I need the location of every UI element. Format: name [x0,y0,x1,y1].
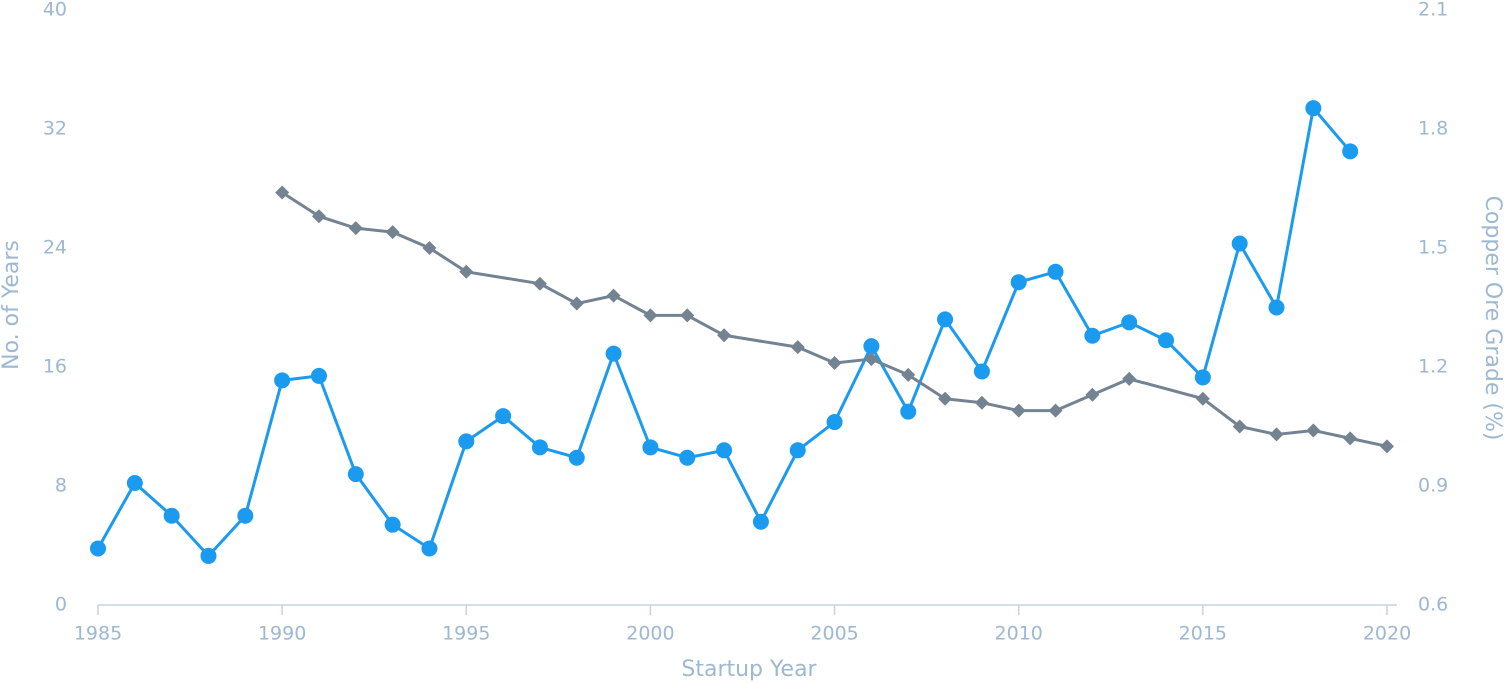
point [532,276,547,291]
point [1085,387,1100,402]
point [605,345,622,362]
point [458,433,475,450]
point [1011,403,1026,418]
point [937,311,954,328]
point [679,449,696,466]
point [1084,327,1101,344]
y-tick-label: 32 [43,118,67,140]
point [1122,371,1137,386]
point [901,367,916,382]
point [1010,274,1027,291]
y2-tick-label: 0.6 [1418,594,1448,616]
point [569,296,584,311]
point [385,225,400,240]
point [459,264,474,279]
series-line [281,191,1388,448]
x-tick-label: 2015 [1179,623,1227,645]
point [1048,403,1063,418]
point [606,288,621,303]
y-axis-title: No. of Years [0,240,24,370]
y2-tick-label: 0.9 [1418,475,1448,497]
point [752,513,769,530]
point [1195,391,1210,406]
point [938,391,953,406]
x-tick-label: 2005 [810,623,858,645]
point [348,221,363,236]
x-tick-label: 2010 [995,623,1043,645]
point [237,507,254,524]
y2-axis-title: Copper Ore Grade (%) [1480,196,1505,441]
y-tick-label: 0 [55,594,67,616]
point [642,439,659,456]
point [974,395,989,410]
point [421,540,438,557]
point [863,338,880,355]
point [826,414,843,431]
y2-tick-label: 1.5 [1418,237,1448,259]
y-tick-label: 40 [43,0,67,21]
point [422,241,437,255]
point [1269,427,1284,442]
point [568,449,585,466]
x-tick-label: 1985 [74,623,122,645]
point [1380,439,1394,454]
x-tick-label: 2020 [1363,623,1411,645]
point [311,209,326,224]
point [1047,263,1064,280]
point [1306,423,1321,438]
point [90,540,106,557]
point [1268,299,1285,316]
point [864,352,879,367]
point [716,442,733,459]
point [1158,332,1175,349]
point [163,507,180,524]
x-axis-title: Startup Year [681,657,817,682]
point [310,367,327,384]
point [347,466,364,483]
point [1194,369,1211,386]
point [900,403,917,420]
point [789,442,806,459]
point [717,328,732,343]
y2-tick-label: 2.1 [1418,0,1448,21]
point [827,356,842,371]
point [1232,419,1247,434]
point [973,363,990,380]
y-tick-label: 24 [43,237,67,259]
point [1305,100,1322,117]
point [275,185,290,200]
y2-tick-label: 1.8 [1418,118,1448,140]
x-tick-label: 2000 [626,623,674,645]
point [200,547,217,564]
point [274,372,291,389]
point [495,408,512,425]
point [680,308,695,323]
x-tick-label: 1990 [258,623,306,645]
point [643,308,658,323]
point [384,516,401,533]
x-tick-label: 1995 [442,623,490,645]
y-tick-label: 8 [55,475,67,497]
point [1343,431,1358,446]
y-tick-label: 16 [43,356,67,378]
y2-tick-label: 1.2 [1418,356,1448,378]
point [790,340,805,355]
point [126,475,143,492]
point [1121,314,1138,331]
point [531,439,548,456]
point [1231,235,1248,252]
point [1342,143,1359,160]
